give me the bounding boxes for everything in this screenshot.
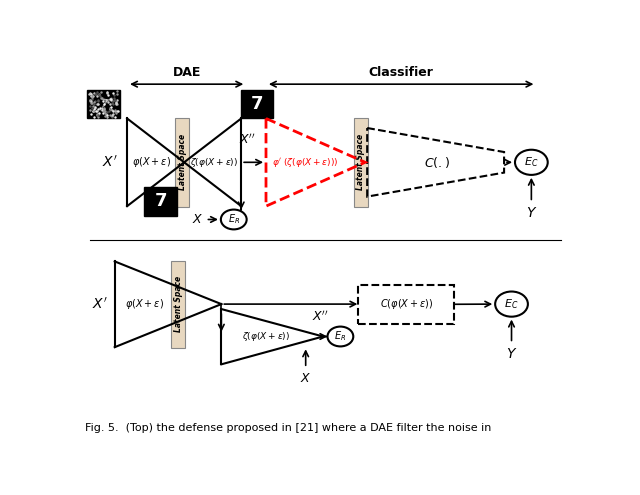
Text: $E_C$: $E_C$ xyxy=(504,297,519,311)
FancyBboxPatch shape xyxy=(358,285,454,324)
Text: $\zeta(\varphi(X + \varepsilon))$: $\zeta(\varphi(X + \varepsilon))$ xyxy=(190,156,238,169)
Text: $X'$: $X'$ xyxy=(102,155,118,170)
Text: Latent Space: Latent Space xyxy=(178,134,187,191)
FancyBboxPatch shape xyxy=(88,90,120,118)
FancyBboxPatch shape xyxy=(241,90,273,118)
Text: $C(\varphi(X + \varepsilon))$: $C(\varphi(X + \varepsilon))$ xyxy=(380,297,433,311)
Circle shape xyxy=(328,327,353,346)
FancyBboxPatch shape xyxy=(172,261,185,347)
Text: Latent Space: Latent Space xyxy=(356,134,365,191)
Text: $\varphi(X + \varepsilon)$: $\varphi(X + \varepsilon)$ xyxy=(132,155,172,169)
FancyBboxPatch shape xyxy=(145,187,177,216)
Text: $X''$: $X''$ xyxy=(239,132,256,147)
Text: $X$: $X$ xyxy=(300,372,311,385)
Circle shape xyxy=(221,209,246,229)
FancyBboxPatch shape xyxy=(175,118,189,206)
Text: $E_C$: $E_C$ xyxy=(524,155,539,169)
Text: $\zeta(\varphi(X + \varepsilon))$: $\zeta(\varphi(X + \varepsilon))$ xyxy=(242,330,290,343)
Text: $\varphi(X + \varepsilon)$: $\varphi(X + \varepsilon)$ xyxy=(125,297,164,311)
Text: Fig. 5.  (Top) the defense proposed in [21] where a DAE filter the noise in: Fig. 5. (Top) the defense proposed in [2… xyxy=(85,423,492,433)
Circle shape xyxy=(495,292,528,317)
Text: $X'$: $X'$ xyxy=(92,297,108,312)
Text: $C(.)$: $C(.)$ xyxy=(424,155,450,170)
FancyBboxPatch shape xyxy=(354,118,368,206)
Text: DAE: DAE xyxy=(172,66,201,79)
Text: $Y$: $Y$ xyxy=(525,206,537,220)
Text: $Y$: $Y$ xyxy=(506,347,517,361)
Text: $X''$: $X''$ xyxy=(312,310,329,324)
Text: $\varphi'\ (\zeta(\varphi(X + \varepsilon)))$: $\varphi'\ (\zeta(\varphi(X + \varepsilo… xyxy=(273,156,339,169)
Text: 7: 7 xyxy=(154,193,167,210)
Text: 7: 7 xyxy=(251,95,264,113)
Text: Latent Space: Latent Space xyxy=(173,276,182,332)
Text: $X$: $X$ xyxy=(191,213,203,226)
Text: $E_R$: $E_R$ xyxy=(228,212,240,226)
Text: $E_R$: $E_R$ xyxy=(334,330,346,344)
Text: 7: 7 xyxy=(100,99,108,109)
Circle shape xyxy=(515,149,548,175)
Text: Classifier: Classifier xyxy=(369,66,433,79)
